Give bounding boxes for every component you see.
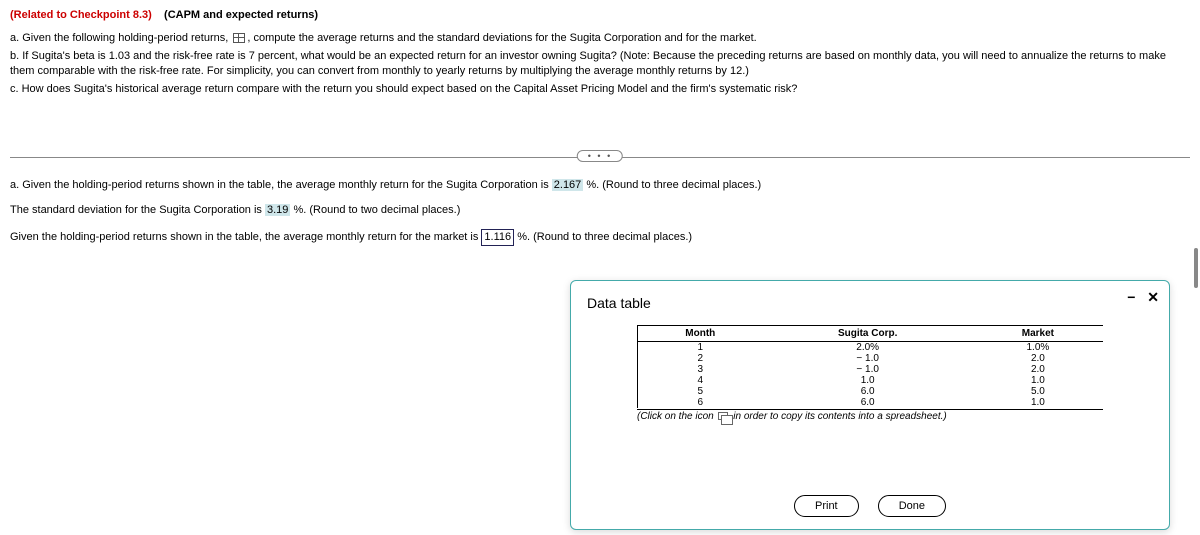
table-row: 12.0%1.0%	[638, 342, 1104, 354]
checkpoint-ref: (Related to Checkpoint 8.3)	[10, 9, 152, 21]
table-row: 56.05.0	[638, 386, 1104, 397]
answer-block: a. Given the holding-period returns show…	[10, 178, 1190, 246]
modal-controls: − ✕	[1119, 289, 1159, 306]
ellipsis-icon[interactable]: • • •	[577, 150, 623, 162]
section-divider: • • •	[10, 157, 1190, 158]
copy-hint: (Click on the icon in order to copy its …	[637, 409, 1103, 422]
table-row: 2− 1.02.0	[638, 353, 1104, 364]
print-button[interactable]: Print	[794, 495, 859, 517]
copy-icon[interactable]	[718, 412, 728, 420]
topic-title: (CAPM and expected returns)	[164, 9, 318, 21]
col-sugita: Sugita Corp.	[763, 326, 973, 342]
modal-title: Data table	[587, 295, 1153, 311]
prompt-c: c. How does Sugita's historical average …	[10, 82, 1190, 97]
answer-a2-value: 3.19	[265, 204, 290, 216]
data-table-modal: − ✕ Data table Month Sugita Corp. Market…	[570, 280, 1170, 530]
prompt-b: b. If Sugita's beta is 1.03 and the risk…	[10, 49, 1190, 80]
close-icon[interactable]: ✕	[1147, 289, 1159, 305]
question-content: (Related to Checkpoint 8.3) (CAPM and ex…	[0, 0, 1200, 262]
table-row: 3− 1.02.0	[638, 364, 1104, 375]
data-table-body: 12.0%1.0% 2− 1.02.0 3− 1.02.0 41.01.0 56…	[638, 342, 1104, 409]
scrollbar-thumb[interactable]	[1194, 248, 1198, 288]
minimize-icon[interactable]: −	[1127, 289, 1135, 305]
done-button[interactable]: Done	[878, 495, 946, 517]
prompt-a: a. Given the following holding-period re…	[10, 31, 1190, 46]
col-market: Market	[973, 326, 1103, 342]
answer-a3-input[interactable]: 1.116	[481, 229, 514, 246]
col-month: Month	[638, 326, 763, 342]
table-row: 41.01.0	[638, 375, 1104, 386]
answer-a1-value: 2.167	[552, 179, 584, 191]
table-row: 66.01.0	[638, 397, 1104, 408]
data-table: Month Sugita Corp. Market 12.0%1.0% 2− 1…	[637, 325, 1103, 408]
table-icon[interactable]	[233, 33, 245, 43]
